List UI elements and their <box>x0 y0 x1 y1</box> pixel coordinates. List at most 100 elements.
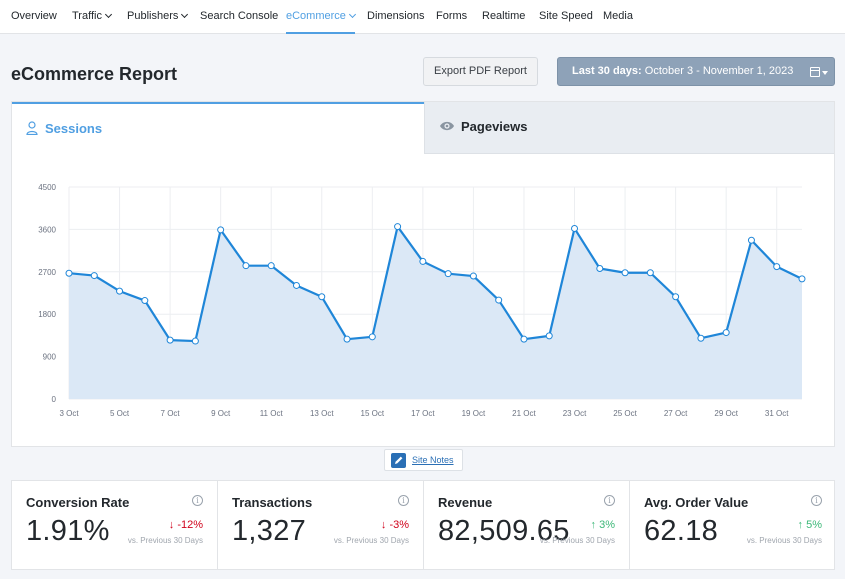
nav-realtime[interactable]: Realtime <box>482 10 526 22</box>
data-point <box>419 257 427 265</box>
x-tick-label: 21 Oct <box>512 409 536 418</box>
stat-compare: vs. Previous 30 Days <box>539 536 615 545</box>
data-point <box>773 263 781 271</box>
data-point <box>318 293 326 301</box>
tab-pageviews[interactable]: Pageviews <box>424 102 834 154</box>
stat-change: ↑ 3% <box>590 519 615 531</box>
stat-title: Conversion Rate <box>26 495 130 510</box>
info-icon[interactable]: i <box>192 495 203 506</box>
stat-compare: vs. Previous 30 Days <box>127 536 203 545</box>
tab-sessions[interactable]: Sessions <box>12 102 424 154</box>
y-tick-label: 0 <box>52 395 57 404</box>
data-point <box>697 334 705 342</box>
data-point <box>621 269 629 277</box>
data-point <box>495 296 503 304</box>
x-tick-label: 23 Oct <box>563 409 587 418</box>
stat-change-value: 3% <box>599 519 615 531</box>
stat-value: 1,327 <box>232 515 307 547</box>
stat-transactions: Transactions i 1,327 ↓ -3% vs. Previous … <box>218 481 424 569</box>
nav-publishers[interactable]: Publishers <box>127 0 189 34</box>
data-point <box>116 287 124 295</box>
nav-dimensions[interactable]: Dimensions <box>367 10 425 22</box>
data-point <box>90 272 98 280</box>
data-point <box>217 226 225 234</box>
stat-change: ↓ -3% <box>380 519 409 531</box>
stat-change-value: -12% <box>177 519 203 531</box>
info-icon[interactable]: i <box>604 495 615 506</box>
stat-title: Avg. Order Value <box>644 495 749 510</box>
stat-change-value: 5% <box>806 519 822 531</box>
data-point <box>343 335 351 343</box>
data-point <box>672 293 680 301</box>
stat-conversion-rate: Conversion Rate i 1.91% ↓ -12% vs. Previ… <box>12 481 218 569</box>
x-tick-label: 17 Oct <box>411 409 435 418</box>
data-point <box>267 262 275 270</box>
stat-value: 62.18 <box>644 515 719 547</box>
chevron-down-icon <box>348 10 356 19</box>
data-point <box>798 275 806 283</box>
info-icon[interactable]: i <box>811 495 822 506</box>
data-point <box>444 270 452 278</box>
nav-ecommerce-label: eCommerce <box>286 10 346 22</box>
data-point <box>141 297 149 305</box>
stat-compare: vs. Previous 30 Days <box>333 536 409 545</box>
nav-ecommerce[interactable]: eCommerce <box>286 0 356 34</box>
nav-overview[interactable]: Overview <box>11 10 57 22</box>
chevron-down-icon <box>104 10 112 19</box>
x-tick-label: 9 Oct <box>211 409 231 418</box>
data-point <box>520 335 528 343</box>
export-pdf-button[interactable]: Export PDF Report <box>423 57 538 86</box>
stat-compare: vs. Previous 30 Days <box>746 536 822 545</box>
top-navigation: Overview Traffic Publishers Search Conso… <box>0 0 845 34</box>
date-range-value: October 3 - November 1, 2023 <box>644 65 794 77</box>
nav-search-console[interactable]: Search Console <box>200 10 279 22</box>
date-range-button[interactable]: Last 30 days: October 3 - November 1, 20… <box>557 57 835 86</box>
x-tick-label: 25 Oct <box>613 409 637 418</box>
x-tick-label: 19 Oct <box>462 409 486 418</box>
x-tick-label: 13 Oct <box>310 409 334 418</box>
data-point <box>469 272 477 280</box>
data-point <box>545 332 553 340</box>
caret-down-icon <box>822 71 828 75</box>
stat-title: Revenue <box>438 495 493 510</box>
y-tick-label: 1800 <box>38 310 56 319</box>
tab-pageviews-label: Pageviews <box>461 119 528 134</box>
stat-change-value: -3% <box>389 519 409 531</box>
edit-note-icon <box>391 453 406 468</box>
data-point <box>722 329 730 337</box>
series-line <box>68 225 803 343</box>
data-point <box>191 337 199 345</box>
nav-site-speed[interactable]: Site Speed <box>539 10 593 22</box>
site-notes-label: Site Notes <box>412 455 454 465</box>
nav-traffic[interactable]: Traffic <box>72 0 112 34</box>
data-point <box>394 223 402 231</box>
calendar-icon <box>810 67 820 77</box>
user-icon <box>26 121 38 135</box>
nav-media[interactable]: Media <box>603 10 633 22</box>
stat-title: Transactions <box>232 495 313 510</box>
x-tick-label: 15 Oct <box>361 409 385 418</box>
data-point <box>166 336 174 344</box>
page-title: eCommerce Report <box>11 64 178 84</box>
data-point <box>571 224 579 232</box>
data-point <box>596 265 604 273</box>
x-tick-label: 5 Oct <box>110 409 130 418</box>
x-tick-label: 3 Oct <box>59 409 79 418</box>
x-tick-label: 27 Oct <box>664 409 688 418</box>
eye-icon <box>440 121 454 131</box>
y-tick-label: 3600 <box>38 225 56 234</box>
x-tick-label: 11 Oct <box>260 409 284 418</box>
nav-forms[interactable]: Forms <box>436 10 468 22</box>
chevron-down-icon <box>181 10 189 19</box>
stat-avg-order-value: Avg. Order Value i 62.18 ↑ 5% vs. Previo… <box>630 481 836 569</box>
nav-publishers-label: Publishers <box>127 10 179 22</box>
data-point <box>646 269 654 277</box>
x-tick-label: 29 Oct <box>714 409 738 418</box>
stat-change: ↓ -12% <box>168 519 203 531</box>
tab-sessions-label: Sessions <box>45 121 103 136</box>
info-icon[interactable]: i <box>398 495 409 506</box>
data-point <box>747 236 755 244</box>
stats-bar: Conversion Rate i 1.91% ↓ -12% vs. Previ… <box>11 480 835 570</box>
data-point <box>368 333 376 341</box>
site-notes-button[interactable]: Site Notes <box>384 449 463 471</box>
